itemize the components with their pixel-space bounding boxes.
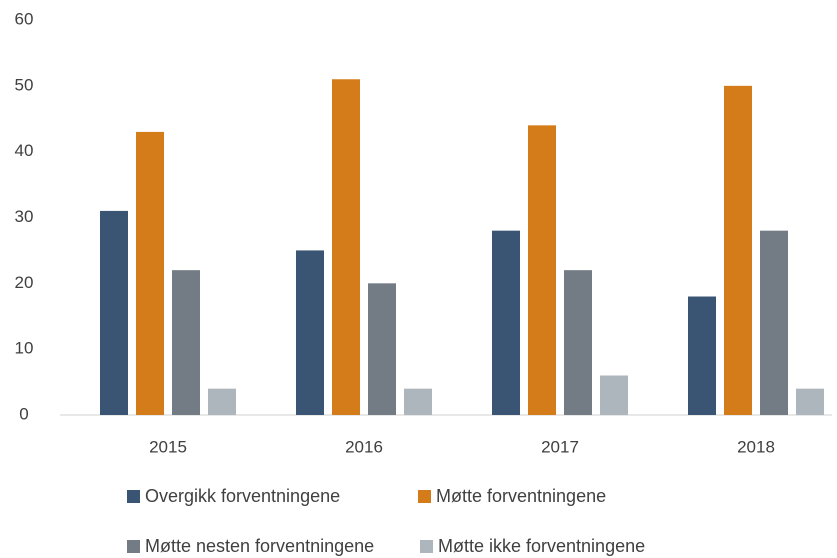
legend-label: Møtte nesten forventningene [145,536,374,556]
y-tick-label: 40 [15,141,34,160]
bar [208,388,236,415]
x-tick-label: 2017 [541,437,579,456]
y-tick-label: 20 [15,273,34,292]
bar [528,125,556,415]
bar [564,270,592,415]
bar [760,230,788,415]
bar [404,388,432,415]
y-tick-label: 30 [15,207,34,226]
legend-label: Møtte ikke forventningene [438,536,645,556]
legend-label: Overgikk forventningene [145,486,340,506]
x-tick-label: 2015 [149,437,187,456]
bar [688,296,716,415]
legend-label: Møtte forventningene [436,486,606,506]
x-tick-label: 2018 [737,437,775,456]
bar [332,79,360,415]
bar [100,210,128,415]
legend-swatch [127,540,140,553]
bar [724,85,752,415]
y-tick-label: 10 [15,339,34,358]
y-tick-label: 60 [15,9,34,28]
bar [368,283,396,415]
legend-swatch [420,540,433,553]
y-tick-label: 0 [19,404,28,423]
bar [172,270,200,415]
legend-swatch [418,490,431,503]
bar [796,388,824,415]
y-tick-label: 50 [15,75,34,94]
bar [600,375,628,415]
x-tick-label: 2016 [345,437,383,456]
bar [296,250,324,415]
legend-swatch [127,490,140,503]
bar [492,230,520,415]
bar [136,131,164,415]
